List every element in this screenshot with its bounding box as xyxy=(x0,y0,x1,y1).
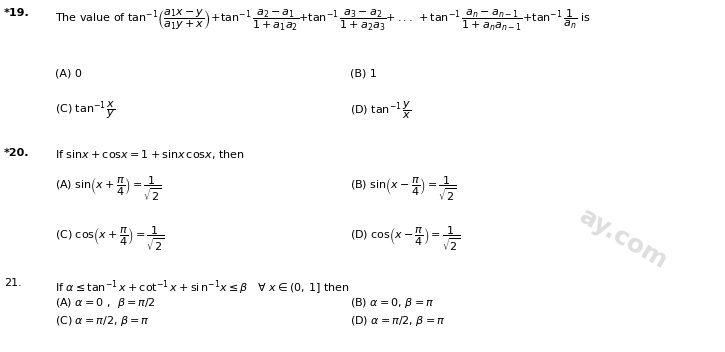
Text: (D) $\tan^{-1}\dfrac{y}{x}$: (D) $\tan^{-1}\dfrac{y}{x}$ xyxy=(350,100,411,121)
Text: (C) $\cos\!\left(x+\dfrac{\pi}{4}\right)=\dfrac{1}{\sqrt{2}}$: (C) $\cos\!\left(x+\dfrac{\pi}{4}\right)… xyxy=(55,225,165,253)
Text: *20.: *20. xyxy=(4,148,30,158)
Text: (C) $\alpha = \pi/2$, $\beta = \pi$: (C) $\alpha = \pi/2$, $\beta = \pi$ xyxy=(55,314,150,328)
Text: The value of $\tan^{-1}\!\left(\dfrac{a_1x-y}{a_1y+x}\right)$$\!+\!\tan^{-1}\dfr: The value of $\tan^{-1}\!\left(\dfrac{a_… xyxy=(55,8,591,33)
Text: If $\mathrm{sin}x + \mathrm{cos}x = 1 + \mathrm{sin}x\,\mathrm{cos}x$, then: If $\mathrm{sin}x + \mathrm{cos}x = 1 + … xyxy=(55,148,245,161)
Text: 21.: 21. xyxy=(4,278,22,288)
Text: *19.: *19. xyxy=(4,8,30,18)
Text: (A) $\sin\!\left(x+\dfrac{\pi}{4}\right)=\dfrac{1}{\sqrt{2}}$: (A) $\sin\!\left(x+\dfrac{\pi}{4}\right)… xyxy=(55,175,162,203)
Text: (B) $\sin\!\left(x-\dfrac{\pi}{4}\right)=\dfrac{1}{\sqrt{2}}$: (B) $\sin\!\left(x-\dfrac{\pi}{4}\right)… xyxy=(350,175,457,203)
Text: (B) 1: (B) 1 xyxy=(350,68,377,78)
Text: ay.com: ay.com xyxy=(575,205,672,274)
Text: If $\alpha \leq \tan^{-1}x + \cot^{-1}x + \mathrm{si\,n}^{-1}x \leq \beta$$\quad: If $\alpha \leq \tan^{-1}x + \cot^{-1}x … xyxy=(55,278,349,297)
Text: (C) $\tan^{-1}\dfrac{x}{y}$: (C) $\tan^{-1}\dfrac{x}{y}$ xyxy=(55,100,115,122)
Text: (B) $\alpha = 0$, $\beta = \pi$: (B) $\alpha = 0$, $\beta = \pi$ xyxy=(350,296,434,310)
Text: (D) $\alpha = \pi/2$, $\beta = \pi$: (D) $\alpha = \pi/2$, $\beta = \pi$ xyxy=(350,314,446,328)
Text: (A) $\alpha =0$ ,  $\beta = \pi/2$: (A) $\alpha =0$ , $\beta = \pi/2$ xyxy=(55,296,156,310)
Text: (A) 0: (A) 0 xyxy=(55,68,82,78)
Text: (D) $\cos\!\left(x-\dfrac{\pi}{4}\right)=\dfrac{1}{\sqrt{2}}$: (D) $\cos\!\left(x-\dfrac{\pi}{4}\right)… xyxy=(350,225,460,253)
